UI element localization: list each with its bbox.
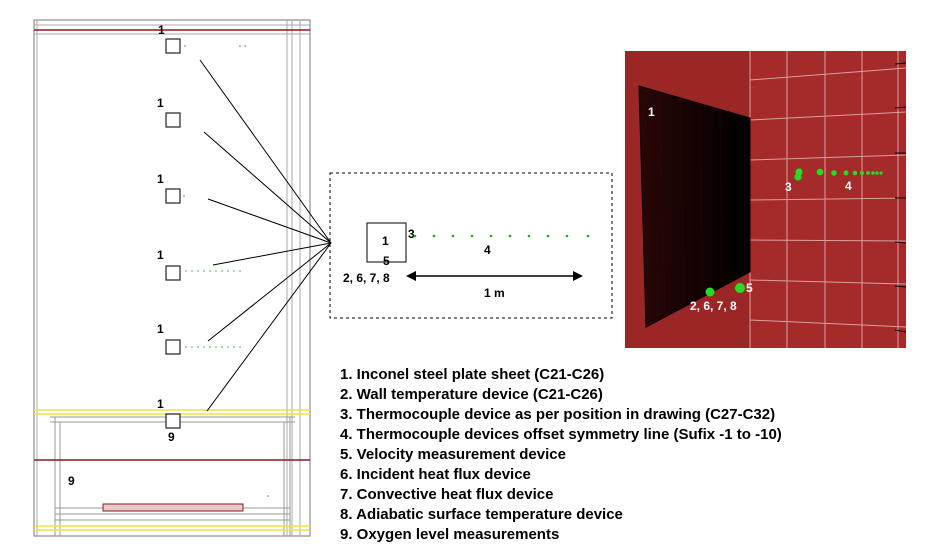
offset-thermocouple-dots [413, 234, 590, 238]
plate-4 [165, 265, 181, 281]
plate-label-5: 1 [157, 322, 164, 336]
detail-label-5: 5 [383, 254, 390, 268]
plate-2 [165, 112, 181, 128]
render-label-3: 3 [785, 180, 792, 194]
plate-label-3: 1 [157, 172, 164, 186]
legend-item-6: 6. Incident heat flux device [340, 466, 531, 483]
detail-box: 1 5 3 4 2, 6, 7, 8 1 m [329, 172, 613, 319]
burner [102, 503, 244, 512]
legend-item-9: 9. Oxygen level measurements [340, 526, 560, 543]
plate-label-6: 1 [157, 397, 164, 411]
plate-5 [165, 339, 181, 355]
detail-plate-label: 1 [382, 234, 389, 248]
distance-label: 1 m [484, 286, 505, 300]
render-label-group: 2, 6, 7, 8 [690, 299, 737, 313]
plate-6 [165, 413, 181, 429]
render-group-device [705, 287, 715, 297]
plate-column: 1 1 1 1 1 1 9 9 [68, 23, 181, 488]
legend-item-1: 1. Inconel steel plate sheet (C21-C26) [340, 366, 605, 383]
detail-label-4: 4 [484, 243, 491, 257]
oxygen-label-floor: 9 [68, 474, 75, 488]
legend-list: 1. Inconel steel plate sheet (C21-C26) 2… [340, 365, 782, 545]
plate-3 [165, 188, 181, 204]
detail-label-3: 3 [408, 227, 415, 241]
render-thermocouple-3 [794, 168, 803, 181]
render-label-4: 4 [845, 179, 852, 193]
render-offset-thermocouples [816, 168, 883, 176]
legend-item-3: 3. Thermocouple device as per position i… [340, 406, 776, 423]
plate-label-1: 1 [158, 23, 165, 37]
render-label-5: 5 [746, 281, 753, 295]
render-velocity-device [735, 283, 745, 293]
legend-item-8: 8. Adiabatic surface temperature device [340, 506, 623, 523]
plate-label-4: 1 [157, 248, 164, 262]
detail-plate [366, 222, 407, 263]
elevation-drawing [33, 19, 311, 537]
detail-label-group: 2, 6, 7, 8 [343, 271, 390, 285]
plate-1 [165, 38, 181, 54]
legend-item-4: 4. Thermocouple devices offset symmetry … [340, 426, 782, 443]
legend-item-7: 7. Convective heat flux device [340, 486, 554, 503]
render-view: 1 3 4 5 2, 6, 7, 8 [625, 51, 906, 348]
distance-arrow [406, 271, 583, 281]
plate-label-2: 1 [157, 96, 164, 110]
render-plate [638, 85, 751, 328]
legend-item-2: 2. Wall temperature device (C21-C26) [340, 386, 603, 403]
oxygen-label-plate: 9 [168, 430, 175, 444]
elevation-sensor-dots [183, 45, 269, 497]
legend-item-5: 5. Velocity measurement device [340, 446, 566, 463]
callout-lines [199, 59, 332, 412]
render-plate-label: 1 [648, 105, 655, 119]
